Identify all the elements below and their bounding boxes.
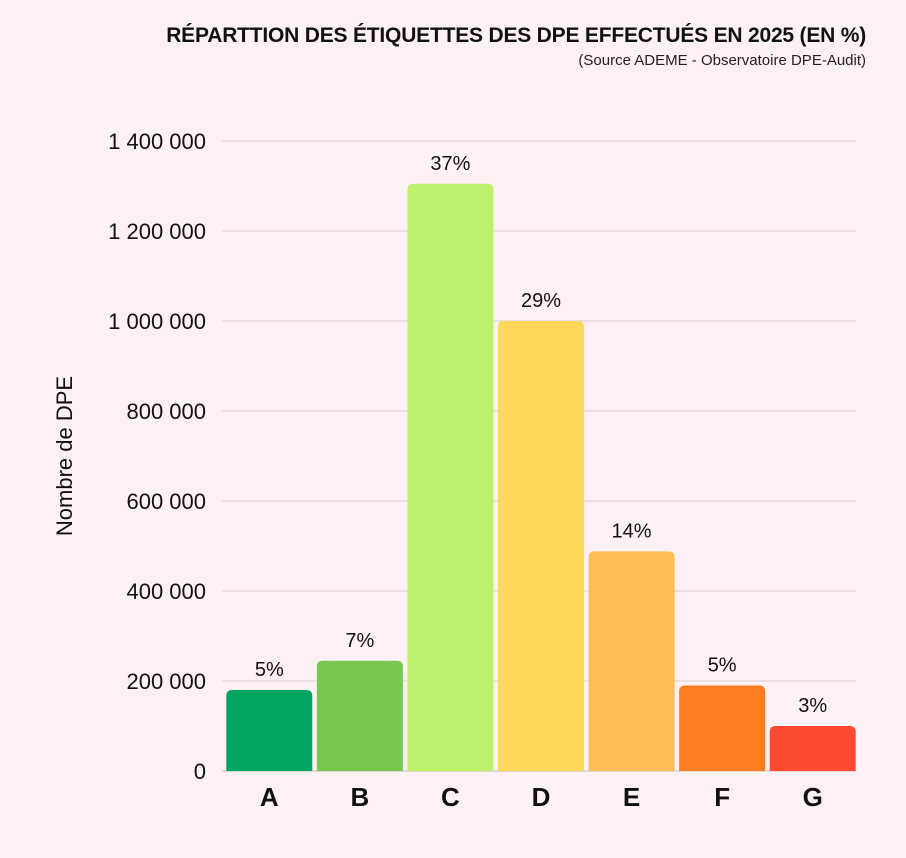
y-tick-label: 600 000 [126, 489, 206, 514]
bar-e [588, 551, 675, 771]
y-tick-label: 0 [194, 759, 206, 784]
y-tick-label: 1 200 000 [108, 219, 206, 244]
y-tick-label: 1 400 000 [108, 129, 206, 154]
y-tick-label: 400 000 [126, 579, 206, 604]
data-label-d: 29% [521, 290, 561, 312]
bar-a [226, 690, 313, 771]
x-tick-label-a: A [260, 782, 279, 812]
data-label-f: 5% [708, 655, 737, 677]
data-labels: 5% 7% 37% 29% 14% 5% 3% [255, 153, 828, 717]
x-axis-ticks: A B C D E F G [260, 782, 823, 812]
data-label-b: 7% [345, 630, 374, 652]
bar-d [498, 321, 584, 771]
x-tick-label-g: G [803, 782, 823, 812]
y-tick-label: 800 000 [126, 399, 206, 424]
x-tick-label-f: F [714, 782, 730, 812]
x-tick-label-d: D [532, 782, 551, 812]
y-tick-label: 200 000 [126, 669, 206, 694]
x-tick-label-b: B [350, 782, 369, 812]
data-label-g: 3% [798, 695, 827, 717]
chart-subtitle: (Source ADEME - Observatoire DPE-Audit) [578, 52, 866, 69]
chart-title: RÉPARTTION DES ÉTIQUETTES DES DPE EFFECT… [166, 24, 866, 47]
bar-g [769, 726, 856, 771]
y-axis-label: Nombre de DPE [52, 376, 77, 536]
data-label-a: 5% [255, 659, 284, 681]
bars [226, 183, 856, 771]
data-label-e: 14% [612, 520, 652, 542]
bar-f [679, 685, 766, 771]
bar-c [407, 183, 494, 771]
y-tick-label: 1 000 000 [108, 309, 206, 334]
data-label-c: 37% [430, 153, 470, 175]
y-axis-ticks: 0 200 000 400 000 600 000 800 000 1 000 000 1 … [108, 129, 206, 784]
bar-b [316, 660, 403, 771]
x-tick-label-e: E [623, 782, 640, 812]
x-tick-label-c: C [441, 782, 460, 812]
